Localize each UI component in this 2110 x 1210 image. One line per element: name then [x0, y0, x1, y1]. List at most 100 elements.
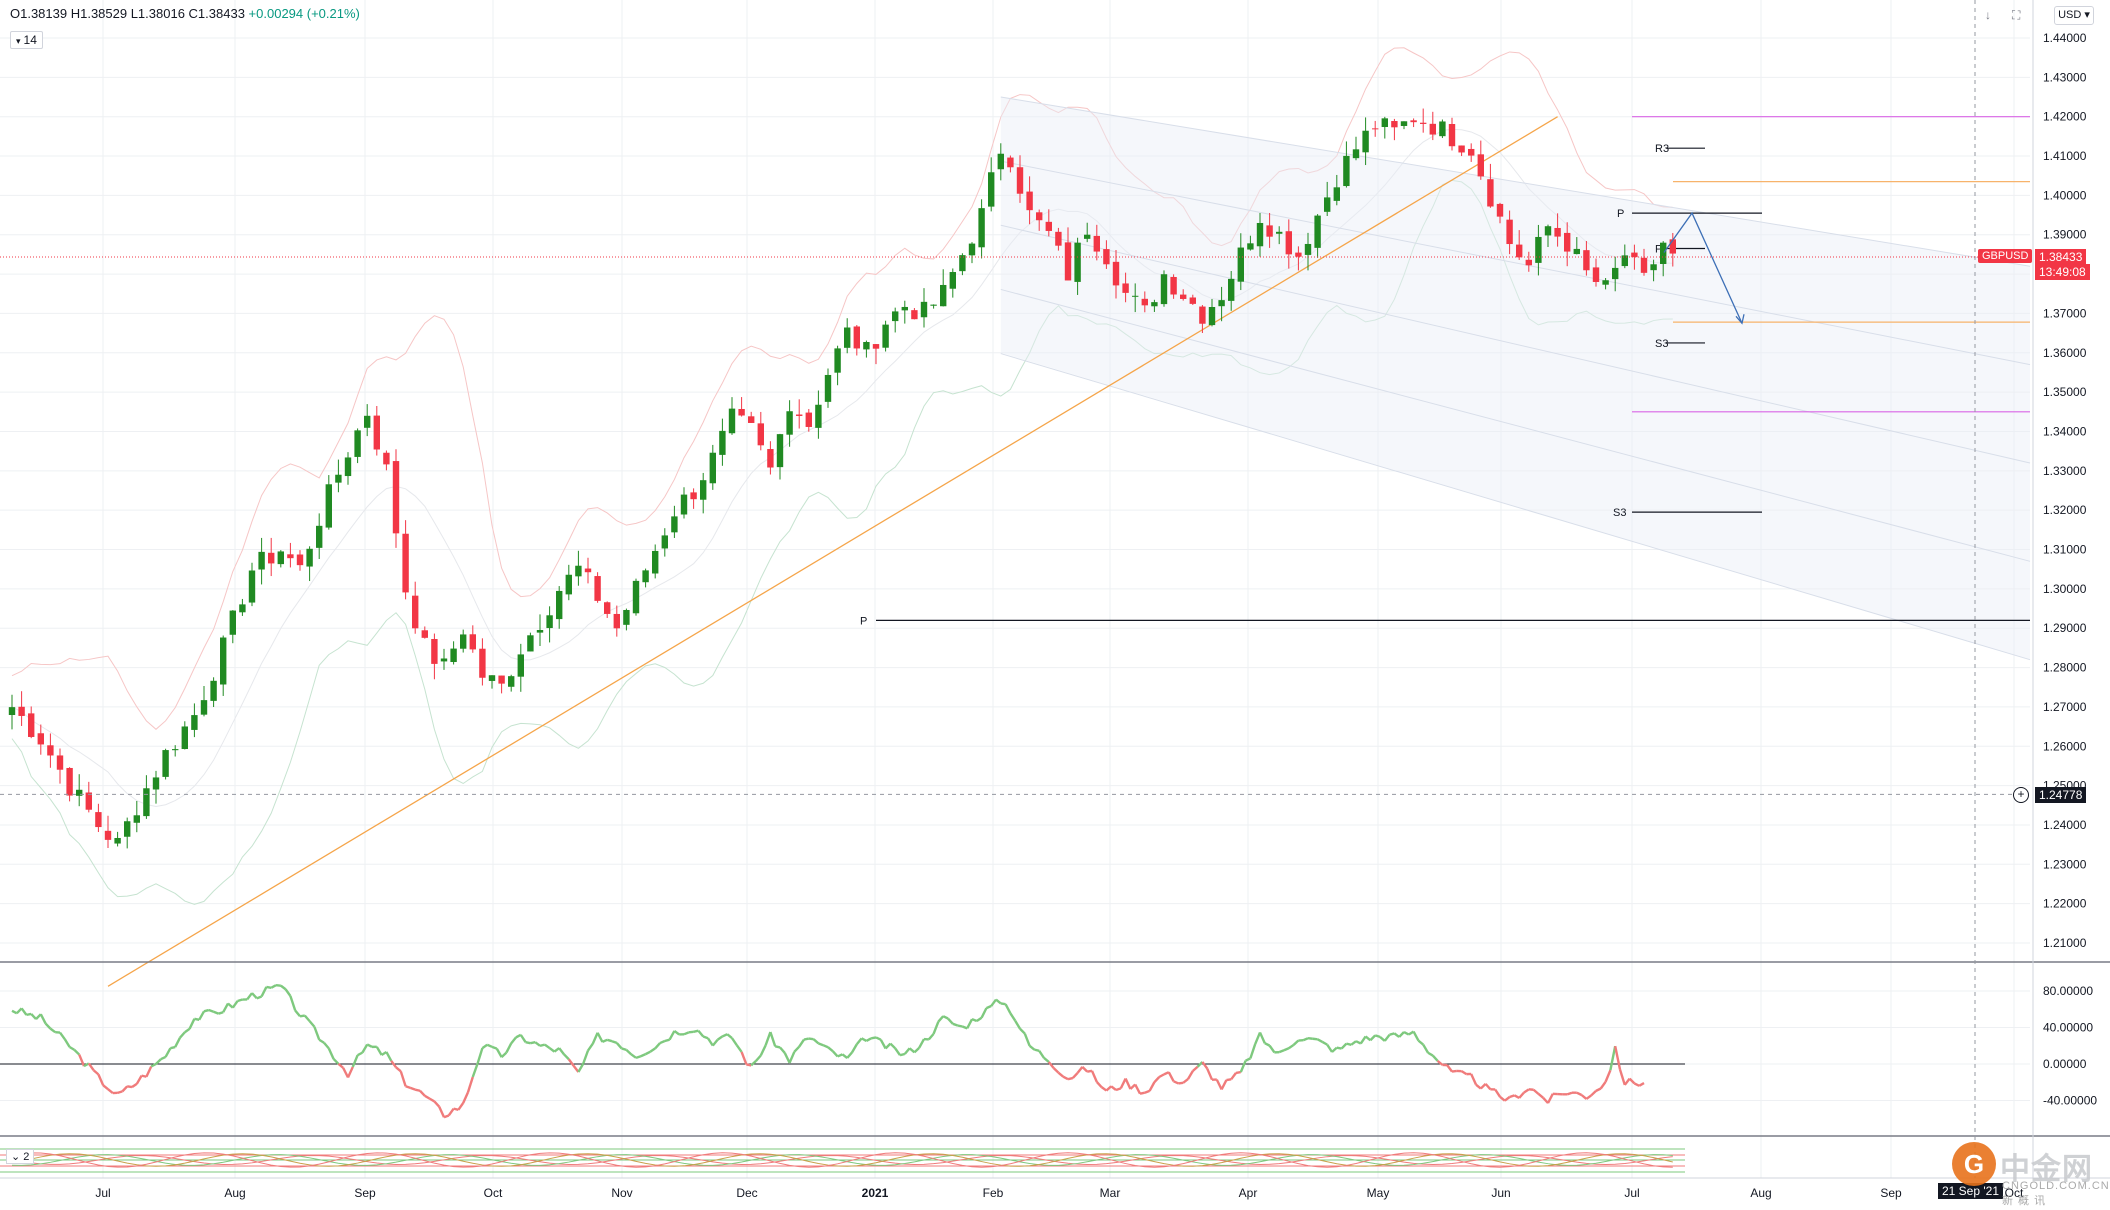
regression-line [1000, 160, 2031, 366]
x-tick-label: Sep [354, 1186, 376, 1200]
crosshair-add-icon[interactable]: + [2013, 787, 2029, 803]
candle-body [786, 411, 793, 435]
osc-segment [208, 1008, 215, 1013]
candle-body [1093, 235, 1100, 252]
osc-segment [260, 986, 268, 998]
projection-arrowhead [1735, 314, 1745, 325]
currency-label: USD [2058, 9, 2082, 21]
osc-segment [1331, 1046, 1338, 1053]
candle-body [575, 565, 582, 577]
osc-segment [654, 1042, 661, 1050]
osc-segment [980, 1007, 988, 1019]
candle-body [1103, 249, 1110, 265]
currency-select[interactable]: USD ▾ [2054, 6, 2094, 25]
candle-body [1132, 295, 1139, 297]
osc-segment [11, 1009, 18, 1015]
candle-body [325, 484, 332, 528]
candle-body [450, 648, 457, 663]
osc-segment [270, 984, 277, 989]
candle-body [997, 153, 1004, 170]
osc-segment [865, 1037, 872, 1042]
osc-segment [1504, 1096, 1511, 1102]
candle-body [892, 311, 899, 322]
candle-body [1026, 191, 1033, 211]
candle-body [1420, 122, 1427, 124]
candle-body [834, 348, 841, 373]
y-tick-label: 1.42000 [2043, 110, 2087, 124]
indicator-label[interactable]: ▾ 14 [10, 31, 43, 49]
osc-segment [1518, 1091, 1525, 1099]
osc-segment [611, 1040, 618, 1045]
pane2-lines [0, 1148, 1685, 1173]
candle-body [162, 750, 169, 777]
pane2-label[interactable]: ⌄ 2 [6, 1149, 35, 1164]
osc-segment [635, 1055, 642, 1059]
candle-body [680, 494, 688, 515]
osc-segment [1115, 1087, 1122, 1092]
candle-body [700, 480, 707, 500]
osc-segment [1034, 1048, 1040, 1052]
candle-body [1208, 307, 1216, 326]
candle-body [728, 408, 736, 434]
y-tick-label: 1.30000 [2043, 582, 2087, 596]
osc-tick-label: -40.00000 [2043, 1094, 2097, 1108]
osc-segment [591, 1032, 599, 1045]
osc-segment [1422, 1043, 1430, 1054]
osc-segment [1062, 1075, 1069, 1081]
candle-body [383, 452, 390, 465]
fullscreen-icon[interactable]: ⛶ [2012, 8, 2021, 22]
osc-segment [706, 1037, 714, 1047]
osc-segment [332, 1058, 340, 1065]
osc-segment [783, 1052, 791, 1064]
candle-body [1036, 212, 1043, 221]
osc-segment [1436, 1059, 1444, 1066]
osc-segment [1398, 1031, 1405, 1038]
candle-body [930, 304, 937, 306]
y-tick-label: 1.31000 [2043, 543, 2087, 557]
osc-segment [894, 1047, 901, 1056]
osc-segment [1509, 1094, 1515, 1099]
osc-segment [1302, 1037, 1309, 1042]
candle-body [1631, 252, 1638, 258]
osc-segment [135, 1075, 143, 1085]
candle-body [277, 551, 284, 565]
osc-segment [1264, 1042, 1271, 1047]
osc-segment [1383, 1033, 1391, 1042]
osc-segment [170, 1045, 176, 1050]
osc-segment [44, 1022, 52, 1030]
y-tick-label: 1.39000 [2043, 228, 2087, 242]
candle-body [364, 415, 371, 428]
osc-segment [256, 995, 263, 1000]
osc-segment [97, 1073, 105, 1086]
osc-segment [486, 1043, 493, 1048]
lower-band [11, 179, 1673, 905]
chevron-down-icon: ▾ [16, 36, 21, 46]
osc-segment [947, 1017, 954, 1025]
candle-body [584, 568, 592, 573]
osc-segment [1249, 1043, 1257, 1059]
osc-segment [735, 1044, 743, 1053]
candle-body [268, 552, 275, 564]
osc-segment [731, 1037, 738, 1046]
osc-segment [659, 1039, 666, 1045]
level-label: R3 [1655, 143, 1669, 155]
osc-segment [519, 1034, 527, 1043]
osc-segment [1186, 1070, 1194, 1080]
candle-body [335, 474, 342, 483]
osc-segment [1389, 1032, 1395, 1036]
osc-segment [769, 1031, 777, 1047]
osc-segment [251, 992, 258, 1000]
arrow-down-icon[interactable]: ↓ [1985, 8, 1991, 22]
candle-body [479, 648, 486, 678]
candle-body [613, 613, 620, 629]
watermark-subtext: CNGOLD.COM.CN 新 概 讯 [2002, 1180, 2110, 1207]
candle-body [796, 414, 803, 416]
candle-body [1544, 226, 1552, 236]
osc-segment [280, 984, 287, 991]
osc-segment [1245, 1057, 1251, 1062]
osc-segment [1043, 1057, 1050, 1063]
osc-segment [443, 1114, 450, 1119]
osc-segment [327, 1047, 335, 1060]
pane2-series [11, 1152, 1673, 1168]
